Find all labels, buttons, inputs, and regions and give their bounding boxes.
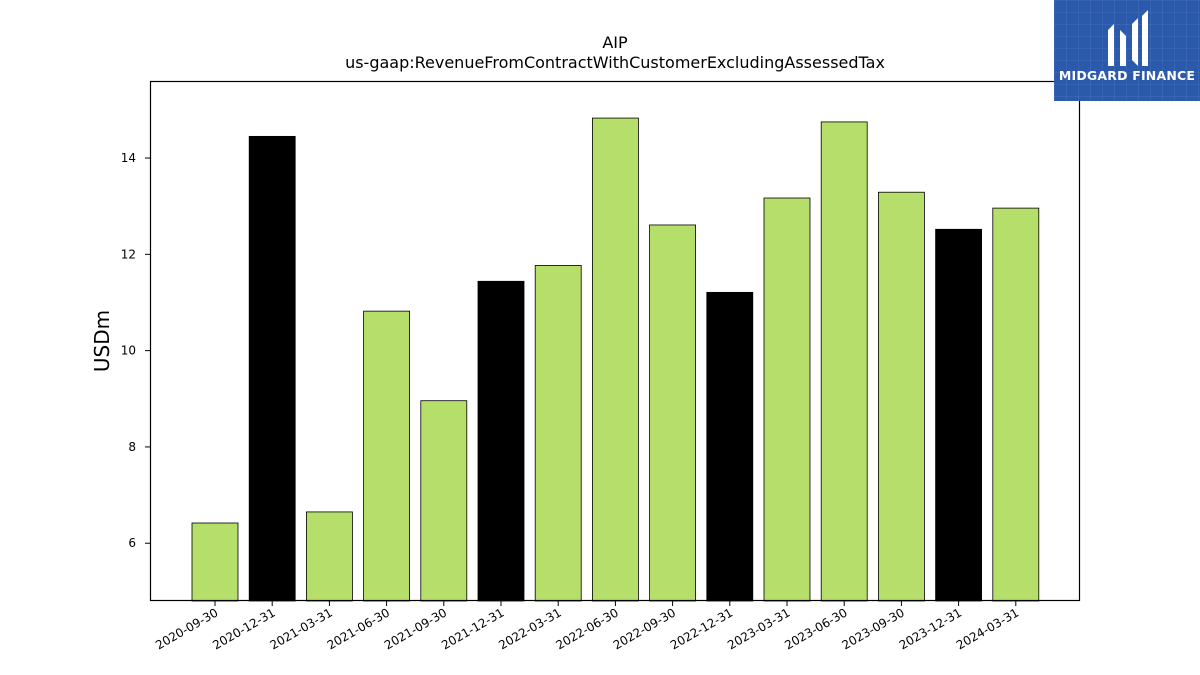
bar-2020-09-30 (191, 522, 239, 602)
x-tick-label: 2022-03-31 (496, 605, 563, 652)
x-tick-label: 2021-09-30 (382, 605, 449, 652)
x-tick-label: 2021-06-30 (325, 605, 392, 652)
x-tick-label: 2023-03-31 (725, 605, 792, 652)
x-tick-label: 2021-12-31 (439, 605, 506, 652)
bar-2023-12-31 (935, 228, 982, 602)
bar-2022-03-31 (534, 265, 582, 602)
plot-frame (149, 80, 1081, 602)
logo-mark-icon (1108, 10, 1148, 66)
bar-2022-06-30 (592, 117, 639, 602)
x-tick-label: 2023-09-30 (839, 605, 906, 652)
x-tick-label: 2022-09-30 (611, 605, 678, 652)
logo-text: MIDGARD FINANCE (1058, 68, 1196, 83)
y-axis-label: USDm (90, 310, 114, 372)
x-tick-label: 2022-12-31 (668, 605, 735, 652)
x-tick-label: 2023-12-31 (897, 605, 964, 652)
x-tick-label: 2020-09-30 (153, 605, 220, 652)
y-tick-label: 6 (128, 536, 136, 550)
x-tick-label: 2024-03-31 (954, 605, 1021, 652)
bar-2020-12-31 (248, 135, 296, 602)
bar-2023-03-31 (763, 197, 811, 602)
bar-2021-09-30 (420, 400, 468, 602)
x-tick-label: 2022-06-30 (553, 605, 620, 652)
y-tick-label: 10 (121, 344, 136, 358)
chart-subtitle: us-gaap:RevenueFromContractWithCustomerE… (345, 53, 885, 72)
bar-2021-06-30 (363, 310, 411, 602)
y-tick-label: 12 (121, 247, 136, 261)
bar-2023-06-30 (820, 121, 868, 602)
chart-title: AIP (602, 33, 628, 52)
x-tick-label: 2020-12-31 (210, 605, 277, 652)
y-tick-label: 8 (128, 440, 136, 454)
x-tick-label: 2023-06-30 (782, 605, 849, 652)
bar-2021-03-31 (305, 511, 353, 602)
bar-2022-12-31 (706, 291, 754, 602)
midgard-finance-logo: MIDGARD FINANCE (1054, 0, 1200, 101)
bar-2023-09-30 (878, 191, 925, 602)
x-tick-label: 2021-03-31 (267, 605, 334, 652)
y-tick-label: 14 (121, 151, 136, 165)
bar-2024-03-31 (992, 207, 1040, 602)
bar-2022-09-30 (649, 224, 696, 602)
bar-2021-12-31 (477, 280, 525, 602)
